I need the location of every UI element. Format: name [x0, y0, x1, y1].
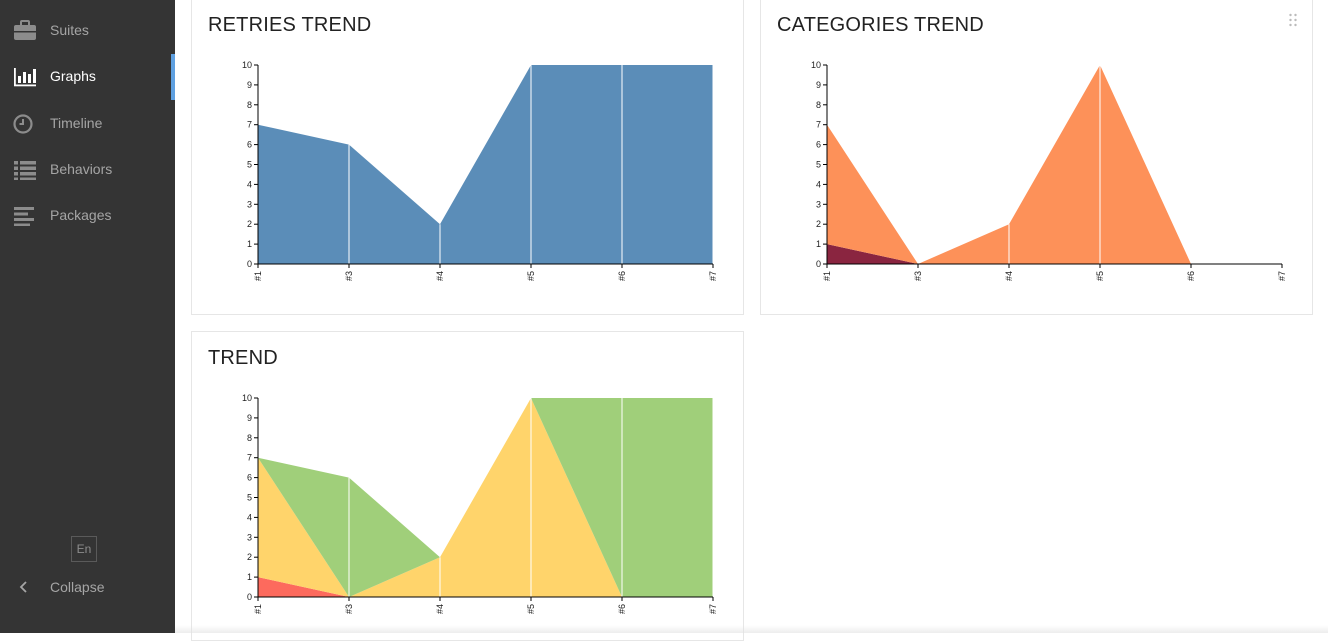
- x-tick-label: #5: [1095, 271, 1105, 281]
- y-tick-label: 0: [247, 592, 252, 602]
- y-tick-label: 6: [816, 140, 821, 150]
- y-tick-label: 2: [247, 219, 252, 229]
- sidebar: Suites Graphs Timeline Behav: [0, 0, 175, 633]
- sidebar-item-label: Suites: [50, 22, 89, 38]
- y-tick-label: 5: [816, 160, 821, 170]
- collapse-label: Collapse: [50, 579, 105, 595]
- sidebar-item-label: Graphs: [50, 68, 96, 84]
- y-tick-label: 2: [247, 552, 252, 562]
- bar-chart-icon: [14, 68, 36, 87]
- trend-chart: 0 1 2 3 4 5 6 7 8 9 10 #1 #3 #4 #5 #6 #7: [242, 393, 718, 614]
- y-tick-label: 4: [816, 179, 821, 189]
- x-tick-label: #6: [1186, 271, 1196, 281]
- y-tick-label: 3: [247, 199, 252, 209]
- y-tick-label: 0: [247, 259, 252, 269]
- x-tick-label: #3: [344, 271, 354, 281]
- sidebar-item-packages[interactable]: Packages: [0, 193, 175, 239]
- area-series-0: [258, 577, 713, 597]
- drag-handle-icon[interactable]: [1288, 13, 1298, 27]
- y-tick-label: 9: [816, 80, 821, 90]
- chevron-left-icon: [19, 581, 27, 593]
- area-series-2: [258, 398, 713, 597]
- y-tick-label: 6: [247, 140, 252, 150]
- y-tick-label: 3: [816, 199, 821, 209]
- area-series-0: [258, 65, 713, 264]
- sidebar-item-label: Packages: [50, 207, 112, 223]
- main-content: RETRIES TREND 0 1 2 3 4 5 6 7 8 9 10 #1 #3 #4 #5 #6 #7 C…: [175, 0, 1328, 641]
- y-tick-label: 3: [247, 532, 252, 542]
- y-tick-label: 4: [247, 179, 252, 189]
- x-tick-label: #7: [1277, 271, 1287, 281]
- y-tick-label: 5: [247, 493, 252, 503]
- y-tick-label: 0: [816, 259, 821, 269]
- x-tick-label: #7: [708, 271, 718, 281]
- sidebar-item-label: Timeline: [50, 115, 103, 131]
- widget-title: CATEGORIES TREND: [777, 14, 984, 36]
- y-tick-label: 8: [816, 100, 821, 110]
- y-tick-label: 1: [816, 239, 821, 249]
- y-tick-label: 6: [247, 473, 252, 483]
- x-tick-label: #4: [1004, 271, 1014, 281]
- y-tick-label: 9: [247, 413, 252, 423]
- x-tick-label: #1: [822, 271, 832, 281]
- y-tick-label: 1: [247, 572, 252, 582]
- list-icon: [14, 161, 36, 180]
- sidebar-item-label: Behaviors: [50, 161, 113, 177]
- x-tick-label: #5: [526, 604, 536, 614]
- y-tick-label: 8: [247, 433, 252, 443]
- categories-trend-chart: 0 1 2 3 4 5 6 7 8 9 10 #1 #3 #4 #5 #6 #7: [811, 60, 1287, 281]
- sidebar-item-graphs[interactable]: Graphs: [0, 54, 175, 100]
- x-tick-label: #4: [435, 604, 445, 614]
- sidebar-item-timeline[interactable]: Timeline: [0, 101, 175, 147]
- briefcase-icon: [14, 20, 36, 40]
- y-tick-label: 9: [247, 80, 252, 90]
- retries-trend-chart: 0 1 2 3 4 5 6 7 8 9 10 #1 #3 #4 #5 #6 #7: [242, 60, 718, 281]
- retries-trend-widget: RETRIES TREND 0 1 2 3 4 5 6 7 8 9 10 #1 #3 #4 #5 #6 #7: [191, 0, 744, 315]
- widget-title: RETRIES TREND: [208, 14, 372, 36]
- clock-icon: [13, 114, 33, 134]
- y-tick-label: 8: [247, 100, 252, 110]
- language-button[interactable]: En: [71, 536, 97, 562]
- y-tick-label: 5: [247, 160, 252, 170]
- collapse-button[interactable]: Collapse: [0, 574, 175, 602]
- y-tick-label: 10: [242, 60, 252, 70]
- sidebar-item-suites[interactable]: Suites: [0, 8, 175, 54]
- y-tick-label: 2: [816, 219, 821, 229]
- x-tick-label: #5: [526, 271, 536, 281]
- y-tick-label: 10: [811, 60, 821, 70]
- x-tick-label: #3: [913, 271, 923, 281]
- align-left-icon: [14, 207, 34, 226]
- y-tick-label: 1: [247, 239, 252, 249]
- area-series-0: [827, 244, 1282, 264]
- x-tick-label: #6: [617, 604, 627, 614]
- x-tick-label: #7: [708, 604, 718, 614]
- x-tick-label: #1: [253, 604, 263, 614]
- y-tick-label: 7: [247, 453, 252, 463]
- y-tick-label: 7: [247, 120, 252, 130]
- x-tick-label: #3: [344, 604, 354, 614]
- x-tick-label: #4: [435, 271, 445, 281]
- y-tick-label: 4: [247, 512, 252, 522]
- x-tick-label: #6: [617, 271, 627, 281]
- categories-trend-widget: CATEGORIES TREND 0 1 2 3 4 5 6 7 8 9 10 #1 #3 #4 #5 #6 #…: [760, 0, 1313, 315]
- trend-widget: TREND 0 1 2 3 4 5 6 7 8 9 10 #1 #3 #4 #5 #6 #7: [191, 331, 744, 641]
- sidebar-item-behaviors[interactable]: Behaviors: [0, 147, 175, 193]
- y-tick-label: 7: [816, 120, 821, 130]
- bottom-shadow: [175, 625, 1328, 633]
- y-tick-label: 10: [242, 393, 252, 403]
- area-series-1: [827, 65, 1282, 264]
- widget-title: TREND: [208, 347, 278, 369]
- x-tick-label: #1: [253, 271, 263, 281]
